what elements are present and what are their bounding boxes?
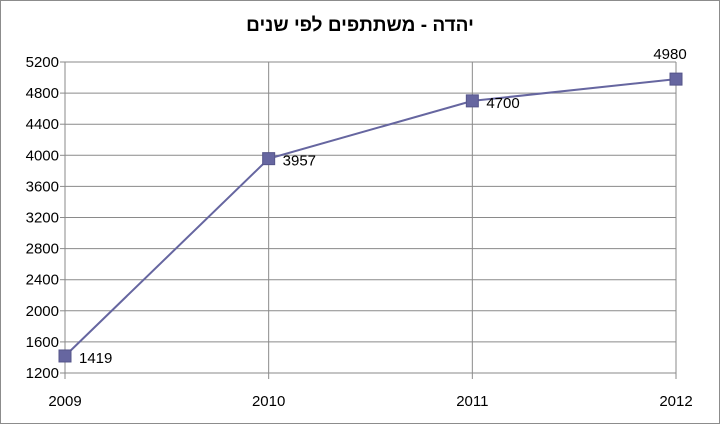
y-axis-ticks: 1200 1600 2000 2400 2800 3200 3600 4000 4400 4800…	[26, 54, 59, 382]
y-tick-label: 4800	[26, 85, 59, 102]
data-label: 4700	[486, 95, 519, 112]
y-tick-label: 4400	[26, 116, 59, 133]
y-tick-label: 2000	[26, 303, 59, 320]
x-axis-ticks: 2009 2010 2011 2012	[48, 393, 692, 410]
x-tick-label: 2011	[456, 393, 488, 410]
y-tick-label: 2800	[26, 241, 59, 258]
data-point-marker	[465, 94, 479, 108]
data-point-marker	[58, 349, 72, 363]
chart-title: יהדה - משתתפים לפי שנים	[246, 15, 474, 36]
data-label: 3957	[283, 153, 316, 170]
series-line-path	[64, 78, 677, 357]
data-point-marker	[262, 152, 276, 166]
series-line	[64, 78, 677, 357]
data-point-marker	[669, 72, 683, 86]
x-tick-label: 2012	[659, 393, 692, 410]
y-tick-label: 5200	[26, 54, 59, 71]
series-markers	[58, 72, 683, 363]
y-tick-label: 2400	[26, 272, 59, 289]
x-tick-label: 2009	[48, 393, 81, 410]
y-tick-label: 4000	[26, 147, 59, 164]
x-tick-label: 2010	[252, 393, 285, 410]
grid-lines	[60, 61, 677, 379]
y-tick-label: 1600	[26, 334, 59, 351]
y-tick-label: 1200	[26, 365, 59, 382]
y-tick-label: 3200	[26, 210, 59, 227]
data-label: 1419	[79, 350, 112, 367]
data-labels: 1419 3957 4700 4980	[79, 46, 687, 367]
data-label: 4980	[653, 46, 686, 63]
y-tick-label: 3600	[26, 178, 59, 195]
